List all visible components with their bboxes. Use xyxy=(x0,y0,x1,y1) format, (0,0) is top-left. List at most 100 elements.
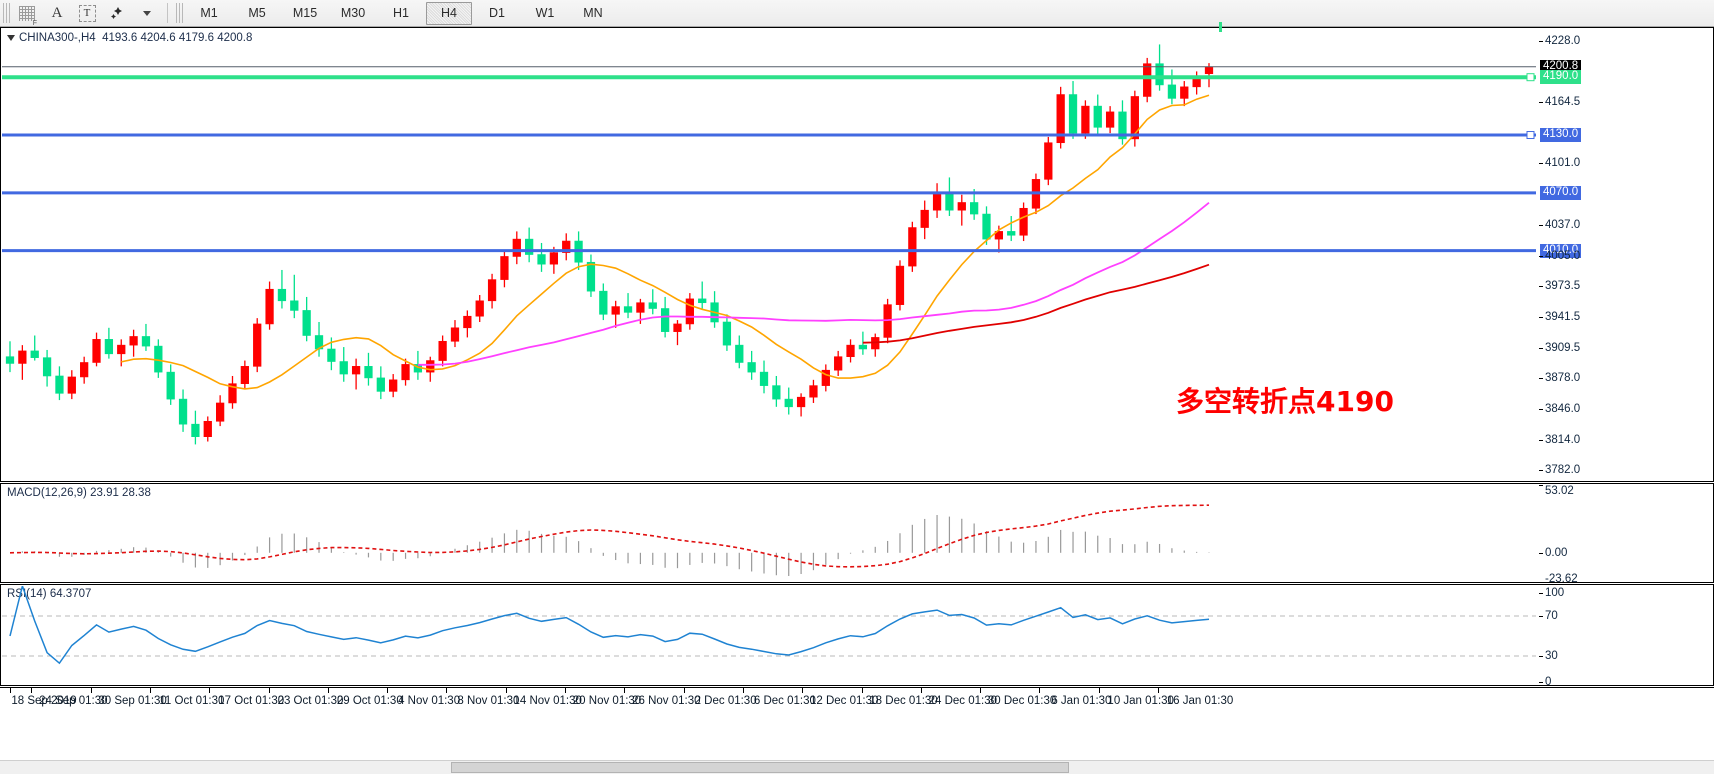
price-tick-label: 3941.5 xyxy=(1545,310,1581,323)
cursor-marker xyxy=(1219,22,1222,32)
rsi-header: RSI(14) 64.3707 xyxy=(7,588,92,600)
price-tick-label: 3973.5 xyxy=(1545,279,1581,292)
time-tickmark xyxy=(1158,687,1159,693)
toolbar-grip[interactable] xyxy=(3,3,10,23)
time-tickmark xyxy=(920,687,922,693)
macd-axis: 53.02 0.00 -23.62 xyxy=(1539,484,1714,585)
price-tick-label: 3814.0 xyxy=(1545,433,1581,446)
time-tickmark xyxy=(268,687,270,693)
time-tick-label: 12 Dec 01:30 xyxy=(809,695,879,707)
time-tick-label: 24 Sep 01:30 xyxy=(39,695,108,707)
price-level-label-4010-0[interactable]: 4010.0 xyxy=(1540,243,1582,258)
time-tick-label: 30 Dec 01:30 xyxy=(987,695,1057,707)
price-tick-label: 4037.0 xyxy=(1545,218,1581,231)
price-tick-label: 3846.0 xyxy=(1545,402,1581,415)
timeframe-h4[interactable]: H4 xyxy=(426,1,472,25)
time-tickmark xyxy=(1098,687,1100,693)
timeframe-bar: M1 M5 M15 M30 H1 H4 D1 W1 MN xyxy=(185,1,617,25)
crosshair-f-icon[interactable] xyxy=(13,1,41,27)
price-level-label-4190-0[interactable]: 4190.0 xyxy=(1540,70,1582,85)
time-axis-rule xyxy=(0,687,1714,688)
timeframe-mn[interactable]: MN xyxy=(583,6,603,20)
price-tickmark xyxy=(1539,224,1543,226)
price-tick-label: 3909.5 xyxy=(1545,341,1581,354)
macd-tick-label: 53.02 xyxy=(1545,485,1574,497)
time-tick-label: 8 Nov 01:30 xyxy=(457,695,520,707)
rsi-tickmark xyxy=(1539,616,1543,617)
timeframe-m1[interactable]: M1 xyxy=(200,6,218,20)
timeframe-grip[interactable] xyxy=(176,3,183,23)
horizontal-scrollbar[interactable] xyxy=(0,760,1714,774)
time-tickmark xyxy=(10,687,11,693)
price-annotation[interactable]: 多空转折点4190 xyxy=(1176,385,1394,418)
text-box-icon[interactable]: T xyxy=(73,1,101,25)
chevron-down-icon[interactable] xyxy=(133,1,161,25)
time-tickmark xyxy=(1039,687,1041,693)
rsi-tick-label: 30 xyxy=(1545,650,1558,662)
timeframe-d1[interactable]: D1 xyxy=(489,6,505,20)
scrollbar-thumb[interactable] xyxy=(451,762,1069,773)
price-tickmark xyxy=(1539,408,1543,410)
macd-header: MACD(12,26,9) 23.91 28.38 xyxy=(7,487,151,499)
price-tickmark xyxy=(1539,40,1543,42)
rsi-pane[interactable]: RSI(14) 64.3707 100 70 30 0 xyxy=(0,584,1714,688)
timeframe-w1[interactable]: W1 xyxy=(535,6,555,20)
time-tickmark xyxy=(31,687,33,693)
price-tick-label: 3782.0 xyxy=(1545,464,1581,477)
price-tickmark xyxy=(1539,439,1543,441)
timeframe-m15[interactable]: M15 xyxy=(292,6,318,20)
price-axis[interactable]: 4228.0 4200.8 4190.0 4164.5 4130.0 4101.0 4070… xyxy=(1539,28,1714,481)
time-axis[interactable]: 18 Sep 2019 24 Sep 01:30 30 Sep 01:30 11 Oc… xyxy=(0,687,1714,773)
collapse-arrow-icon[interactable] xyxy=(7,34,15,41)
toolbar: A T M1 M5 M15 M30 H1 H4 D1 W1 MN xyxy=(0,0,1714,27)
symbol-label: CHINA300-,H4 xyxy=(19,32,96,44)
price-chart-pane[interactable]: CHINA300-,H4 4193.6 4204.6 4179.6 4200.8… xyxy=(0,27,1714,482)
candlestick-svg xyxy=(2,44,1536,445)
text-label-icon[interactable]: A xyxy=(51,4,63,21)
time-tickmark xyxy=(565,687,566,693)
time-tick-label: 10 Jan 01:30 xyxy=(1107,695,1174,707)
macd-plot-area xyxy=(2,485,1536,581)
time-tick-label: 6 Jan 01:30 xyxy=(1051,695,1112,707)
time-tick-label: 20 Nov 01:30 xyxy=(572,695,642,707)
timeframe-m30[interactable]: M30 xyxy=(340,6,366,20)
time-tickmark xyxy=(387,687,389,693)
macd-tickmark xyxy=(1539,485,1543,486)
price-plot-area[interactable] xyxy=(2,29,1536,480)
time-tick-label: 24 Dec 01:30 xyxy=(928,695,998,707)
time-tickmark xyxy=(327,687,329,693)
price-tick-label: 4101.0 xyxy=(1545,156,1581,169)
time-tick-label: 4 Nov 01:30 xyxy=(398,695,461,707)
rsi-axis: 100 70 30 0 xyxy=(1539,585,1714,688)
rsi-tickmark xyxy=(1539,656,1543,657)
price-level-label-4070-0[interactable]: 4070.0 xyxy=(1540,185,1582,200)
price-level-label-4130-0[interactable]: 4130.0 xyxy=(1540,128,1582,143)
time-tick-label: 6 Dec 01:30 xyxy=(753,695,816,707)
macd-tick-label: -23.62 xyxy=(1545,573,1578,585)
chart-header: CHINA300-,H4 4193.6 4204.6 4179.6 4200.8 xyxy=(7,32,252,44)
rsi-tick-label: 70 xyxy=(1545,610,1558,622)
time-tickmark xyxy=(209,687,211,693)
time-tick-label: 23 Oct 01:30 xyxy=(277,695,344,707)
price-tick-label: 4164.5 xyxy=(1545,95,1581,108)
rsi-svg xyxy=(2,586,1536,665)
time-tick-label: 17 Oct 01:30 xyxy=(218,695,285,707)
rsi-plot-area xyxy=(2,586,1536,684)
time-tickmark xyxy=(446,687,448,693)
macd-svg xyxy=(9,504,1210,576)
rsi-tickmark xyxy=(1539,682,1543,683)
price-tickmark xyxy=(1539,101,1543,103)
objects-icon[interactable] xyxy=(103,1,131,25)
time-tickmark xyxy=(90,687,92,693)
macd-tick-label: 0.00 xyxy=(1545,546,1568,559)
macd-pane[interactable]: MACD(12,26,9) 23.91 28.38 53.02 0.00 -23.6… xyxy=(0,483,1714,585)
time-tickmark xyxy=(980,687,982,693)
rsi-tick-label: 0 xyxy=(1545,676,1552,688)
timeframe-m5[interactable]: M5 xyxy=(248,6,266,20)
time-tickmark xyxy=(683,687,685,693)
time-tick-label: 26 Nov 01:30 xyxy=(632,695,701,707)
price-tick-label: 3878.0 xyxy=(1545,371,1581,384)
timeframe-h1[interactable]: H1 xyxy=(393,6,409,20)
macd-tickmark xyxy=(1539,582,1543,583)
time-tickmark xyxy=(861,687,863,693)
